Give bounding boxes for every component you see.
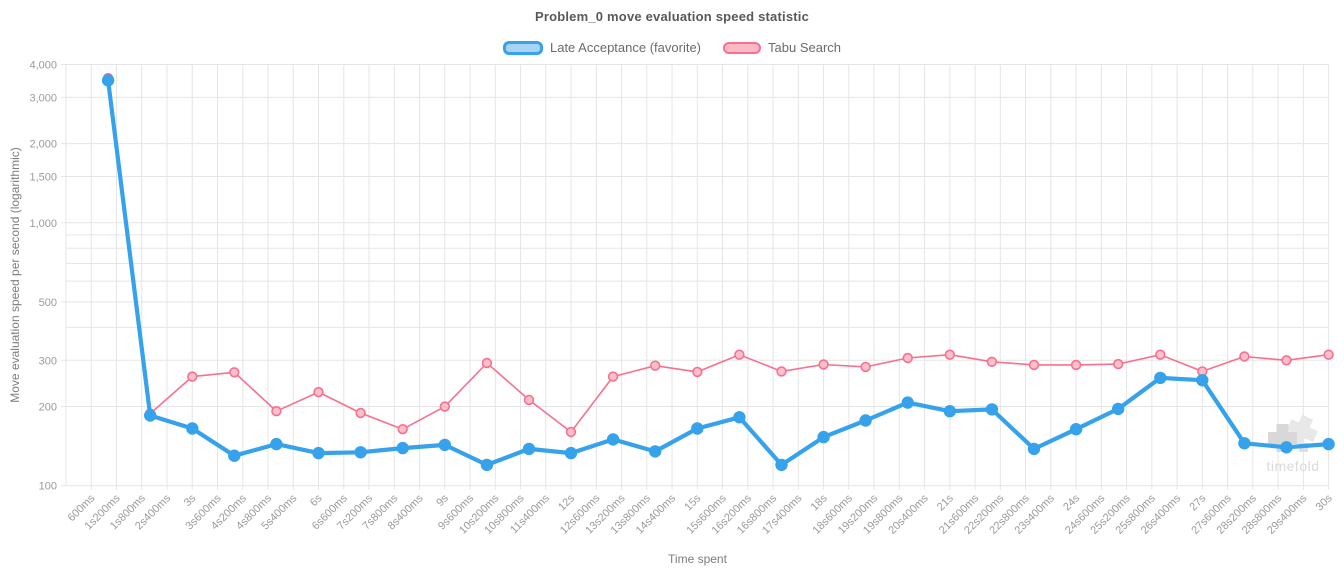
y-tick-labels: 100 200 300 500 1,000 1,500 2,000 3,000 4,000 bbox=[29, 60, 57, 493]
y-tick-label: 2,000 bbox=[29, 139, 57, 151]
data-point-tabu-search bbox=[313, 386, 324, 398]
y-tick-label: 4,000 bbox=[29, 60, 57, 72]
legend-item-tabu-search[interactable]: Tabu Search bbox=[723, 40, 841, 55]
data-point-late-acceptance-favorite bbox=[312, 446, 325, 460]
data-point-tabu-search bbox=[439, 401, 450, 412]
legend-label-tabu-search: Tabu Search bbox=[768, 40, 842, 55]
data-point-late-acceptance-favorite bbox=[943, 405, 956, 418]
series-late-acceptance-favorite bbox=[101, 74, 1335, 472]
y-tick-label: 1,000 bbox=[29, 218, 57, 230]
data-point-tabu-search bbox=[607, 371, 619, 382]
x-tick-label: 24s bbox=[1061, 492, 1082, 513]
y-tick-label: 100 bbox=[39, 481, 57, 493]
chart-title: Problem_0 move evaluation speed statisti… bbox=[534, 9, 810, 24]
data-point-tabu-search bbox=[1028, 359, 1040, 371]
data-point-tabu-search bbox=[818, 359, 829, 370]
data-point-late-acceptance-favorite bbox=[354, 446, 367, 459]
data-point-tabu-search bbox=[776, 366, 787, 377]
data-point-tabu-search bbox=[1155, 349, 1166, 360]
data-point-tabu-search bbox=[397, 424, 408, 435]
data-point-late-acceptance-favorite bbox=[186, 422, 199, 435]
y-tick-label: 300 bbox=[39, 355, 57, 367]
x-tick-label: 30s bbox=[1314, 492, 1335, 513]
x-tick-label: 9s bbox=[434, 492, 451, 509]
legend-item-late-acceptance[interactable]: Late Acceptance (favorite) bbox=[502, 40, 702, 55]
data-point-late-acceptance-favorite bbox=[144, 409, 157, 422]
data-point-late-acceptance-favorite bbox=[1111, 402, 1125, 416]
data-point-late-acceptance-favorite bbox=[101, 74, 115, 87]
x-tick-label: 27s bbox=[1187, 492, 1208, 513]
data-point-late-acceptance-favorite bbox=[648, 445, 662, 458]
data-point-tabu-search bbox=[271, 406, 282, 417]
timefold-watermark: timefold bbox=[1266, 414, 1319, 474]
y-tick-label: 3,000 bbox=[29, 92, 57, 104]
grid bbox=[61, 64, 1330, 490]
data-point-tabu-search bbox=[1112, 358, 1124, 370]
data-point-late-acceptance-favorite bbox=[1322, 437, 1335, 451]
data-point-tabu-search bbox=[1281, 355, 1292, 366]
series-tabu-search bbox=[102, 72, 1334, 438]
watermark-text: timefold bbox=[1266, 458, 1319, 474]
x-axis-title: Time spent bbox=[668, 552, 727, 566]
y-tick-label: 200 bbox=[39, 402, 57, 414]
x-tick-label: 21s bbox=[935, 492, 956, 513]
data-point-tabu-search bbox=[229, 367, 240, 378]
data-point-tabu-search bbox=[565, 426, 577, 438]
data-point-late-acceptance-favorite bbox=[691, 422, 704, 435]
data-point-late-acceptance-favorite bbox=[1238, 437, 1251, 450]
data-point-late-acceptance-favorite bbox=[1027, 442, 1041, 456]
data-point-late-acceptance-favorite bbox=[564, 446, 578, 460]
data-point-late-acceptance-favorite bbox=[901, 396, 914, 409]
data-point-late-acceptance-favorite bbox=[817, 430, 830, 444]
legend-swatch-pink bbox=[723, 41, 762, 54]
data-point-late-acceptance-favorite bbox=[775, 458, 788, 472]
data-point-late-acceptance-favorite bbox=[1280, 441, 1293, 454]
data-point-late-acceptance-favorite bbox=[859, 414, 872, 427]
data-point-late-acceptance-favorite bbox=[228, 449, 241, 462]
data-point-tabu-search bbox=[187, 371, 198, 382]
data-point-tabu-search bbox=[944, 349, 955, 360]
data-point-tabu-search bbox=[692, 366, 703, 378]
data-point-late-acceptance-favorite bbox=[480, 458, 494, 472]
x-tick-label: 18s bbox=[809, 492, 830, 513]
data-point-tabu-search bbox=[986, 356, 998, 367]
y-tick-label: 1,500 bbox=[29, 171, 57, 183]
data-point-tabu-search bbox=[902, 352, 913, 364]
data-point-late-acceptance-favorite bbox=[522, 442, 536, 456]
x-tick-label: 6s bbox=[308, 492, 325, 509]
legend: Late Acceptance (favorite) Tabu Search bbox=[0, 40, 1344, 55]
data-point-tabu-search bbox=[523, 394, 535, 406]
legend-swatch-blue bbox=[502, 40, 543, 55]
data-point-tabu-search bbox=[1323, 349, 1334, 360]
data-point-late-acceptance-favorite bbox=[1154, 371, 1167, 385]
data-point-late-acceptance-favorite bbox=[396, 441, 409, 455]
x-tick-label: 3s bbox=[182, 492, 199, 509]
data-point-tabu-search bbox=[1239, 351, 1250, 362]
data-point-tabu-search bbox=[1070, 359, 1082, 371]
data-point-tabu-search bbox=[860, 361, 871, 373]
data-point-tabu-search bbox=[734, 349, 745, 360]
data-point-late-acceptance-favorite bbox=[438, 438, 451, 452]
legend-label-late-acceptance: Late Acceptance (favorite) bbox=[549, 40, 702, 55]
data-point-tabu-search bbox=[355, 407, 366, 419]
data-point-late-acceptance-favorite bbox=[606, 433, 620, 446]
data-point-late-acceptance-favorite bbox=[733, 411, 746, 424]
logo-dark-bar-h bbox=[1268, 432, 1297, 444]
data-point-late-acceptance-favorite bbox=[985, 403, 999, 416]
data-point-late-acceptance-favorite bbox=[1069, 423, 1083, 436]
x-tick-label: 15s bbox=[682, 492, 703, 513]
data-point-late-acceptance-favorite bbox=[1196, 374, 1209, 387]
series-line-tabu-search bbox=[107, 77, 1330, 433]
data-point-tabu-search bbox=[649, 360, 661, 371]
y-tick-label: 500 bbox=[39, 297, 57, 309]
data-point-late-acceptance-favorite bbox=[270, 437, 283, 451]
x-tick-label: 12s bbox=[556, 492, 577, 513]
data-point-tabu-search bbox=[481, 357, 493, 369]
series-line-late-acceptance-favorite bbox=[105, 78, 1331, 467]
